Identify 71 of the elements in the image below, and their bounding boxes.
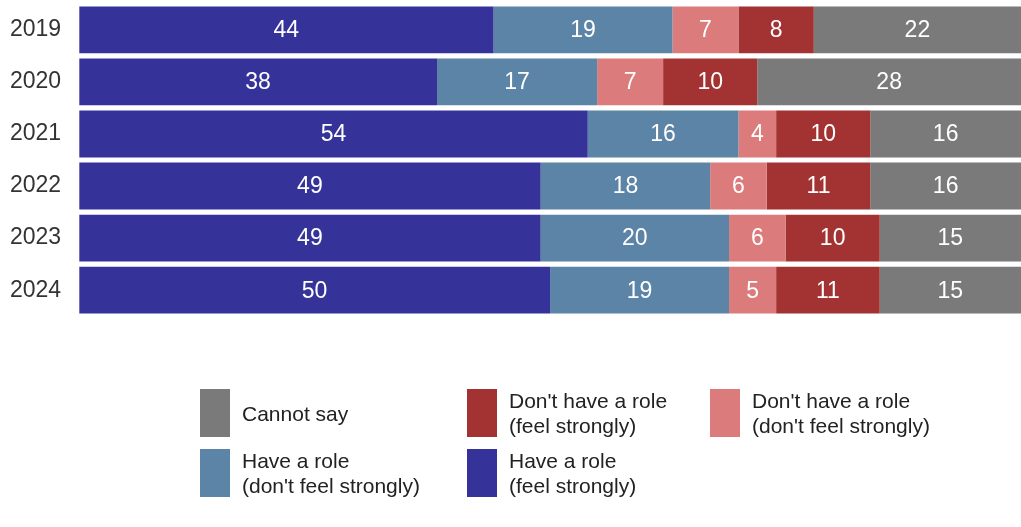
data-label: 11 <box>815 276 840 303</box>
data-label: 17 <box>504 68 530 95</box>
legend-label: Have a role (don't feel strongly) <box>242 448 421 498</box>
bar <box>437 58 598 106</box>
bar <box>879 214 1021 262</box>
data-label: 54 <box>320 120 347 147</box>
data-label: 49 <box>297 172 323 199</box>
bar <box>79 6 494 54</box>
y-tick-label: 2021 <box>9 119 62 146</box>
data-label: 50 <box>301 276 328 303</box>
bar <box>776 110 871 158</box>
legend-label: Don't have a role (don't feel strongly) <box>752 388 931 438</box>
data-label: 19 <box>570 16 596 43</box>
bar <box>710 162 767 210</box>
legend-label: Have a role (feel strongly) <box>509 448 638 498</box>
data-label: 16 <box>932 172 959 199</box>
bar <box>79 266 551 314</box>
data-label: 11 <box>806 172 831 199</box>
y-tick-label: 2019 <box>9 15 62 42</box>
bar <box>879 266 1021 314</box>
bar <box>663 58 758 106</box>
bar <box>672 6 739 54</box>
data-label: 22 <box>904 16 931 43</box>
bar <box>738 6 814 54</box>
bar <box>79 214 541 262</box>
bar <box>540 162 711 210</box>
data-label: 10 <box>819 224 846 251</box>
y-tick-label: 2024 <box>9 275 62 302</box>
bar <box>776 266 880 314</box>
bar <box>785 214 880 262</box>
bar <box>79 58 438 106</box>
data-label: 10 <box>697 68 723 95</box>
data-label: 10 <box>810 120 837 147</box>
data-label: 7 <box>699 16 712 43</box>
legend-label: Cannot say <box>242 400 350 426</box>
bar <box>79 110 588 158</box>
bar <box>597 58 664 106</box>
bar <box>870 110 1021 158</box>
data-label: 44 <box>273 16 300 43</box>
data-label: 6 <box>732 172 745 199</box>
data-label: 5 <box>746 276 759 303</box>
data-label: 8 <box>769 16 783 43</box>
data-label: 18 <box>612 172 639 199</box>
bar <box>757 58 1021 106</box>
data-label: 38 <box>245 68 271 95</box>
bar <box>550 266 730 314</box>
data-label: 20 <box>622 224 648 251</box>
bar <box>813 6 1021 54</box>
bar <box>870 162 1021 210</box>
data-label: 6 <box>750 224 764 251</box>
bar <box>79 162 541 210</box>
y-tick-label: 2020 <box>9 67 62 94</box>
data-label: 16 <box>932 120 959 147</box>
data-label: 28 <box>876 68 902 95</box>
data-label: 7 <box>623 68 637 95</box>
data-label: 19 <box>626 276 653 303</box>
data-label: 4 <box>750 120 764 147</box>
bar <box>493 6 673 54</box>
bar <box>738 110 777 158</box>
legend-label: Don't have a role (feel strongly) <box>509 388 669 438</box>
data-label: 15 <box>937 276 964 303</box>
data-label: 15 <box>937 224 964 251</box>
data-label: 16 <box>650 120 676 147</box>
bar <box>540 214 730 262</box>
bar <box>766 162 871 210</box>
bar <box>587 110 739 158</box>
bar <box>729 266 777 314</box>
bar <box>729 214 786 262</box>
data-label: 49 <box>297 224 323 251</box>
y-tick-label: 2023 <box>9 223 62 250</box>
y-tick-label: 2022 <box>9 171 62 198</box>
